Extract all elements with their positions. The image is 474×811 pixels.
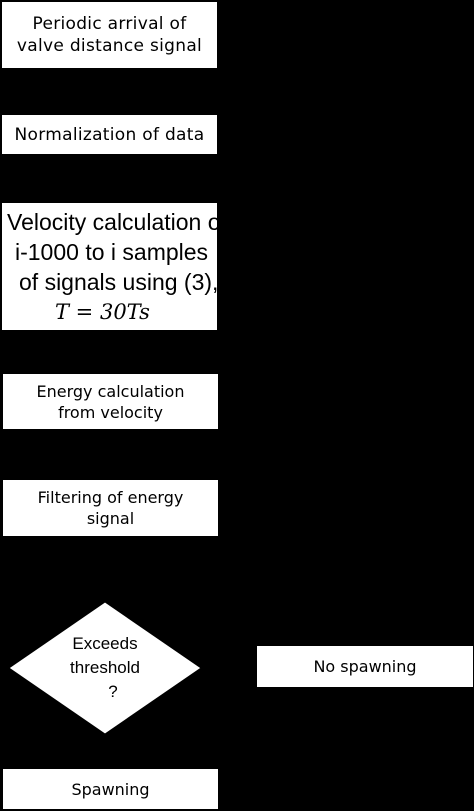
step-text-line: Filtering of energy	[37, 488, 184, 507]
outcome-label: Spawning	[71, 779, 150, 799]
step-velocity-calculation: Velocity calculation of i-1000 to i samp…	[2, 203, 227, 330]
step-text-line: Periodic arrival of	[32, 14, 187, 34]
decision-text-line: Exceeds	[72, 634, 138, 653]
step-text-line: from velocity	[58, 402, 163, 422]
step-energy-calculation: Energy calculation from velocity	[3, 374, 218, 429]
step-text-line: i-1000 to i samples	[15, 238, 209, 265]
outcome-no-spawning: No spawning	[257, 646, 473, 687]
step-normalization: Normalization of data	[2, 115, 217, 154]
step-formula: T = 30Ts	[55, 299, 150, 324]
step-text-line: Normalization of data	[14, 124, 205, 145]
step-text-line: Velocity calculation of	[7, 208, 227, 235]
step-text-line: signal	[86, 509, 135, 528]
decision-label: Exceeds threshold ?	[8, 601, 202, 735]
decision-threshold: Exceeds threshold ?	[8, 601, 202, 735]
step-text-line: valve distance signal	[16, 36, 203, 56]
decision-text-line: threshold	[70, 658, 140, 677]
decision-diamond-shape	[8, 601, 202, 735]
step-periodic-arrival: Periodic arrival of valve distance signa…	[2, 2, 217, 68]
step-filtering: Filtering of energy signal	[3, 480, 218, 536]
outcome-spawning: Spawning	[3, 769, 218, 809]
step-text-line: Energy calculation	[36, 381, 185, 401]
decision-text-line: ?	[108, 682, 118, 701]
outcome-label: No spawning	[313, 657, 417, 676]
step-text-line: of signals using (3),	[19, 268, 219, 295]
